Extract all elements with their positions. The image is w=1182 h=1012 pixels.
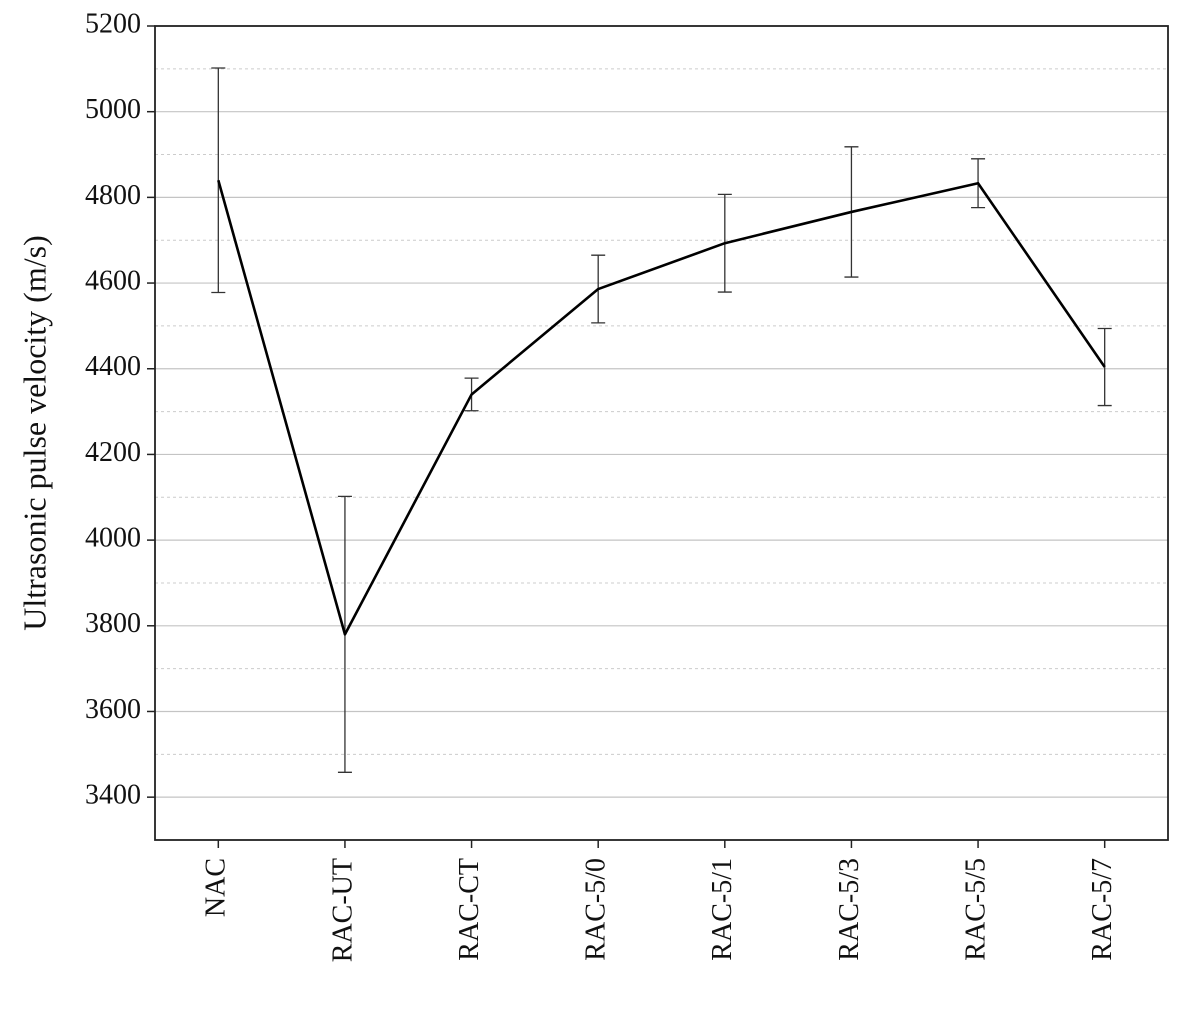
x-tick-label: NAC (201, 858, 232, 917)
y-tick-label: 3400 (85, 780, 141, 811)
y-tick-label: 5000 (85, 94, 141, 125)
x-tick-label: RAC-5/0 (581, 858, 612, 961)
y-tick-label: 4400 (85, 351, 141, 382)
plot-frame (154, 25, 1169, 841)
y-tick-label: 4800 (85, 180, 141, 211)
error-bar (1097, 327, 1112, 407)
y-tick-label: 4200 (85, 437, 141, 468)
y-axis-title: Ultrasonic pulse velocity (m/s) (16, 235, 52, 630)
x-tick-label: RAC-UT (327, 858, 358, 962)
x-tick-label: RAC-CT (454, 858, 485, 961)
y-tick-label: 4600 (85, 265, 141, 296)
data-line (217, 179, 1106, 636)
y-tick-label: 4000 (85, 523, 141, 554)
y-tick-label: 5200 (85, 8, 141, 39)
x-tick-label: RAC-5/7 (1087, 858, 1118, 961)
x-tick-label: RAC-5/1 (707, 858, 738, 961)
x-tick-label: RAC-5/5 (960, 858, 991, 961)
y-tick-label: 3600 (85, 694, 141, 725)
y-tick-label: 3800 (85, 608, 141, 639)
x-tick-label: RAC-5/3 (834, 858, 865, 961)
